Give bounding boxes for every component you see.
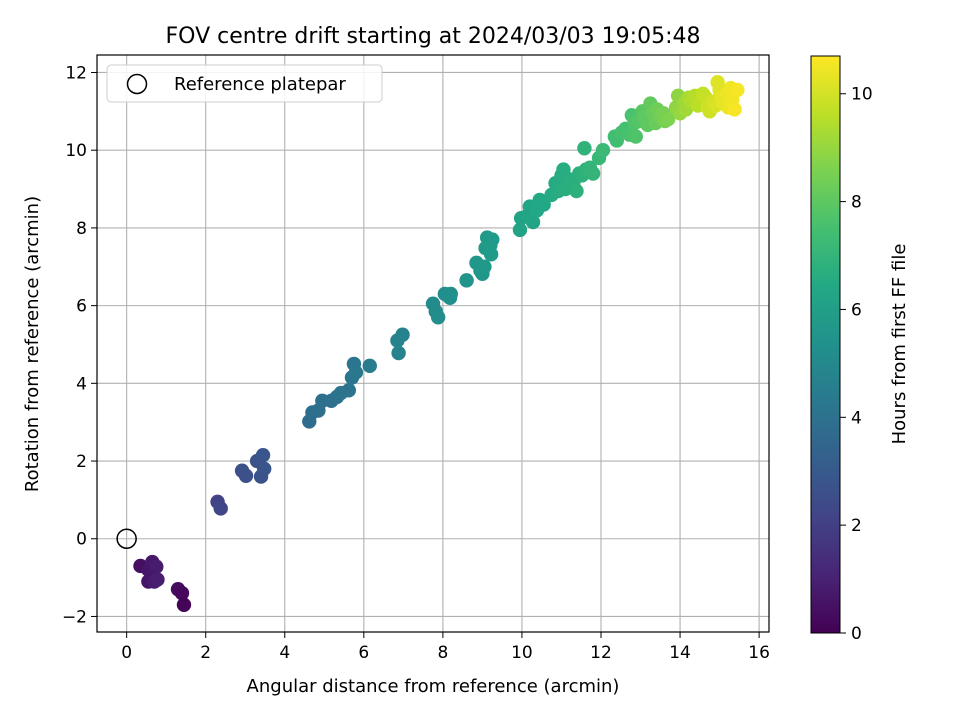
- data-point: [577, 141, 592, 156]
- scatter-points: [116, 74, 745, 613]
- y-tick-label: 0: [76, 530, 87, 550]
- data-point: [661, 111, 676, 127]
- data-point: [585, 166, 601, 181]
- data-point: [628, 129, 643, 144]
- legend: Reference platepar: [106, 64, 383, 103]
- colorbar-tick-label: 10: [851, 85, 873, 105]
- y-tick-label: 4: [76, 374, 87, 394]
- x-tick-label: 2: [200, 643, 211, 663]
- x-tick-label: 14: [669, 643, 691, 663]
- data-point: [150, 572, 165, 587]
- data-point: [727, 102, 742, 117]
- x-tick-label: 16: [748, 643, 770, 663]
- plot-area-frame: [96, 54, 770, 633]
- data-point: [255, 448, 271, 463]
- data-point: [213, 501, 228, 516]
- colorbar-tick-label: 4: [851, 408, 862, 428]
- data-point: [569, 183, 584, 199]
- data-point: [512, 222, 528, 238]
- data-point: [341, 383, 357, 398]
- y-axis-ticks: −2 0 2 4 6 8 10 12: [62, 63, 97, 627]
- y-tick-label: −2: [62, 607, 87, 627]
- data-point: [395, 327, 410, 342]
- y-tick-label: 10: [65, 141, 87, 161]
- legend-marker-icon: [126, 73, 148, 95]
- x-axis-label: Angular distance from reference (arcmin): [247, 676, 620, 697]
- data-point: [442, 290, 458, 306]
- data-point: [525, 214, 541, 230]
- colorbar-tick-label: 0: [851, 624, 862, 644]
- data-point: [477, 259, 492, 274]
- data-point: [391, 345, 406, 361]
- x-tick-label: 8: [437, 643, 448, 663]
- colorbar: [810, 55, 841, 634]
- y-tick-label: 12: [65, 63, 87, 83]
- chart-title: FOV centre drift starting at 2024/03/03 …: [166, 24, 701, 49]
- data-point: [362, 358, 377, 374]
- data-point: [595, 142, 611, 158]
- data-point: [176, 597, 192, 613]
- data-point: [149, 559, 164, 574]
- x-tick-label: 12: [590, 643, 612, 663]
- data-point: [238, 468, 254, 484]
- data-point: [730, 82, 745, 98]
- y-tick-label: 6: [76, 297, 87, 317]
- data-point: [174, 585, 190, 601]
- y-tick-label: 8: [76, 219, 87, 239]
- data-point: [430, 310, 446, 325]
- x-tick-label: 6: [358, 643, 369, 663]
- x-tick-label: 4: [279, 643, 290, 663]
- x-tick-label: 0: [121, 643, 132, 663]
- y-tick-label: 2: [76, 452, 87, 472]
- colorbar-tick-label: 8: [851, 193, 862, 213]
- x-axis-ticks: 0 2 4 6 8 10 12 14 16: [121, 632, 770, 663]
- legend-box: [106, 64, 383, 103]
- colorbar-label: Hours from first FF file: [889, 244, 910, 445]
- data-point: [459, 273, 474, 288]
- data-point: [257, 461, 272, 477]
- colorbar-tick-label: 2: [851, 516, 862, 536]
- data-point: [536, 197, 551, 212]
- x-tick-label: 10: [511, 643, 533, 663]
- colorbar-tick-label: 6: [851, 300, 862, 320]
- y-axis-label: Rotation from reference (arcmin): [22, 196, 43, 492]
- reference-platepar-marker: [116, 528, 137, 549]
- data-point: [348, 365, 364, 380]
- data-point: [483, 247, 499, 262]
- data-point: [485, 232, 500, 247]
- legend-entry-reference: Reference platepar: [174, 74, 346, 95]
- colorbar-ticks: 0 2 4 6 8 10: [840, 85, 873, 644]
